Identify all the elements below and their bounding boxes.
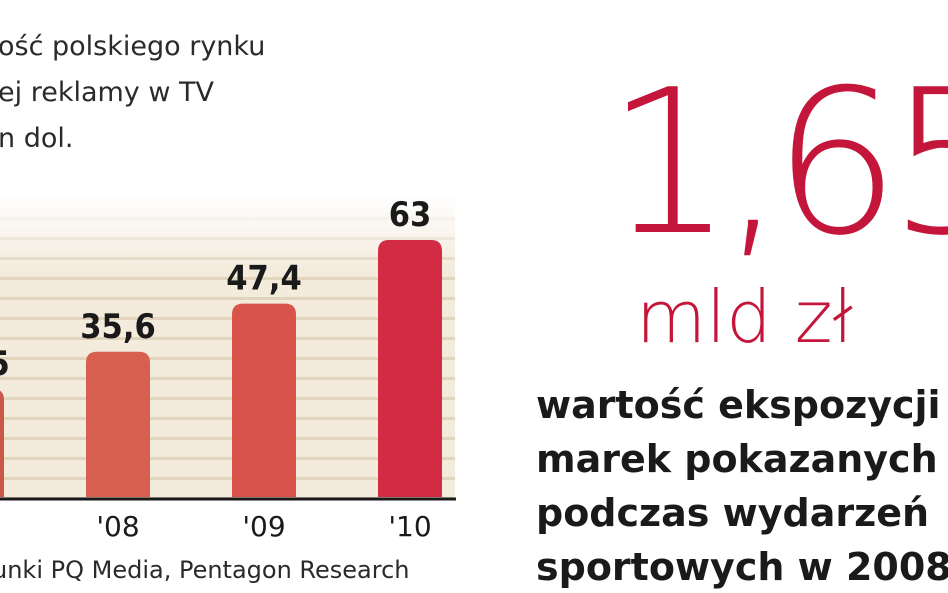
value-label: 35,6 <box>80 307 155 347</box>
description-line: marek pokazanych <box>536 437 938 481</box>
highlight-number: 1,65 <box>606 47 948 280</box>
description-line: podczas wydarzeń <box>536 491 929 535</box>
chart-title-line: n dol. <box>0 123 73 154</box>
highlight-unit: mld zł <box>636 275 854 359</box>
x-tick-label: '10 <box>388 510 431 543</box>
chart-title-line: ość polskiego rynku <box>0 31 265 62</box>
value-label: 47,4 <box>226 259 301 299</box>
x-tick-label: '08 <box>96 510 139 543</box>
chart-title-line: ej reklamy w TV <box>0 77 215 108</box>
bar <box>0 390 4 497</box>
x-tick-label: '09 <box>242 510 285 543</box>
bar <box>378 239 442 497</box>
bar <box>86 351 150 497</box>
bar <box>232 303 296 497</box>
description-line: sportowych w 2008 r. <box>536 545 948 589</box>
value-label: 26,5 <box>0 344 10 384</box>
value-label: 63 <box>389 195 432 235</box>
description-line: wartość ekspozycji <box>536 383 941 427</box>
source: unki PQ Media, Pentagon Research <box>0 556 410 584</box>
